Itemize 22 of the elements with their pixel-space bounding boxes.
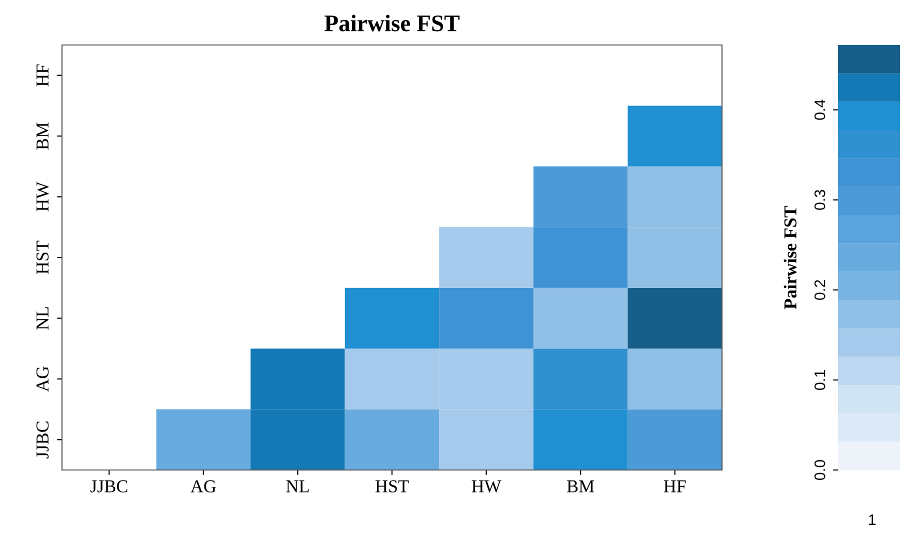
y-tick-label: HW — [36, 182, 49, 212]
x-tick-label: BM — [567, 480, 594, 492]
x-tick-label: HF — [664, 480, 686, 492]
x-tick-label: AG — [190, 480, 216, 492]
y-tick-label: JJBC — [36, 422, 49, 458]
x-tick-label: HW — [472, 480, 502, 493]
y-tick-label: AG — [36, 366, 49, 392]
x-tick-label: JJBC — [90, 480, 128, 492]
color-bar-label: 0.2 — [814, 280, 826, 300]
y-tick-label: HST — [36, 240, 49, 274]
color-bar-label: 0.1 — [814, 370, 826, 390]
y-tick-label: NL — [36, 307, 48, 330]
y-tick-label: HF — [36, 64, 48, 86]
y-tick-label: BM — [36, 122, 48, 150]
chart-title: Pairwise FST — [324, 14, 460, 32]
color-bar-label: 0.0 — [814, 460, 826, 480]
text: 1 — [869, 514, 876, 525]
x-tick-label: HST — [375, 480, 409, 492]
color-bar-label: 0.4 — [814, 100, 826, 120]
x-tick-label: NL — [286, 480, 309, 492]
color-bar-label: 0.3 — [814, 190, 826, 210]
color-bar-title: Pairwise FST — [784, 206, 796, 310]
